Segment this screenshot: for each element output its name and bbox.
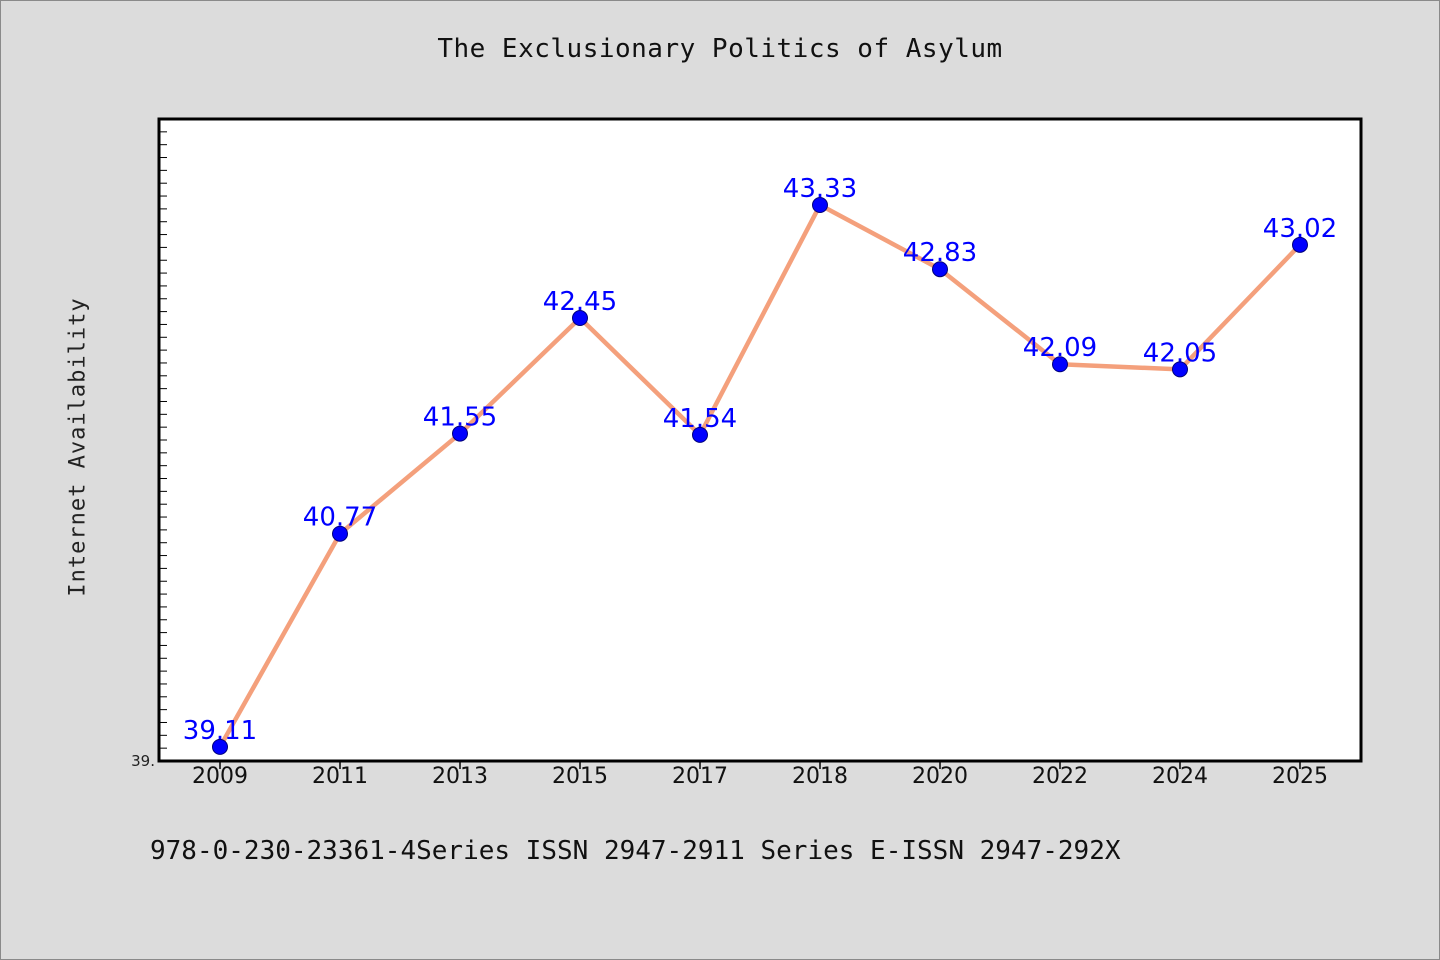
data-point [332, 525, 348, 542]
data-point [812, 197, 828, 214]
series-line [217, 202, 1303, 750]
data-label: 42.05 [1143, 338, 1217, 368]
plot-area [157, 117, 1363, 763]
data-label: 41.55 [423, 403, 497, 433]
chart-title: The Exclusionary Politics of Asylum [437, 34, 1003, 64]
data-label-layer: 39.11 40.77 41.55 42.45 41.54 43.33 42.83 42.09… [183, 174, 1337, 746]
x-tick-label: 2025 [1272, 764, 1328, 789]
data-label: 42.45 [543, 287, 617, 317]
data-point [932, 261, 948, 278]
x-tick-label: 2024 [1152, 764, 1208, 789]
data-point [452, 425, 468, 442]
data-label: 42.83 [903, 238, 977, 268]
x-tick-label: 2013 [432, 764, 488, 789]
x-tick-label: 2017 [672, 764, 728, 789]
data-point [1052, 356, 1068, 373]
data-point [212, 738, 228, 755]
x-tick-label: 2009 [192, 764, 248, 789]
x-axis-ticks: 2009 2011 2013 2015 2017 2018 2020 2022 2024 2025 [192, 761, 1328, 789]
x-tick-label: 2022 [1032, 764, 1088, 789]
data-label: 39.11 [183, 716, 257, 746]
data-label: 43.02 [1263, 214, 1337, 244]
data-point [692, 426, 708, 443]
x-tick-label: 2018 [792, 764, 848, 789]
x-tick-label: 2011 [312, 764, 368, 789]
data-label: 41.54 [663, 404, 737, 434]
data-label: 40.77 [303, 503, 377, 533]
data-point [1292, 236, 1308, 253]
series-layer [212, 197, 1308, 755]
y-tick-label: 39. [131, 752, 155, 770]
y-axis-ticks: 39. [131, 131, 167, 770]
footer-isbn-text: 978-0-230-23361-4Series ISSN 2947-2911 S… [150, 836, 1121, 866]
x-tick-label: 2015 [552, 764, 608, 789]
data-label: 43.33 [783, 174, 857, 204]
x-tick-label: 2020 [912, 764, 968, 789]
data-point [1172, 361, 1188, 378]
data-label: 42.09 [1023, 333, 1097, 363]
data-point [572, 310, 588, 327]
